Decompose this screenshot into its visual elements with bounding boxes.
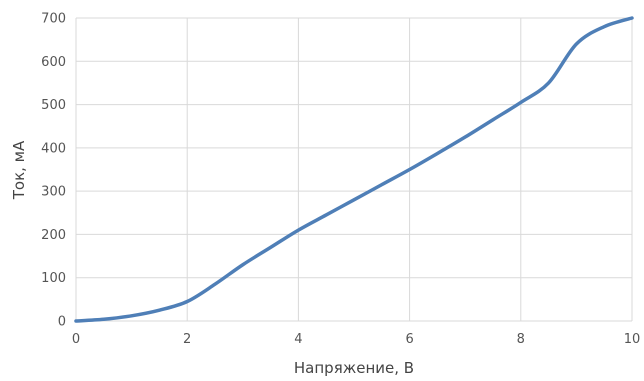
x-tick-label-8: 8 — [517, 332, 525, 347]
x-axis-title: Напряжение, В — [294, 359, 414, 377]
chart-grid — [76, 17, 633, 321]
y-tick-label-300: 300 — [41, 185, 66, 200]
y-tick-label-400: 400 — [41, 141, 66, 156]
x-tick-label-10: 10 — [624, 332, 641, 347]
chart-axes — [75, 18, 632, 322]
x-tick-label-0: 0 — [72, 332, 80, 347]
y-tick-label-100: 100 — [41, 271, 66, 286]
y-tick-label-0: 0 — [58, 315, 66, 330]
x-axis-ticks: 0 2 4 6 8 10 — [72, 332, 640, 347]
y-axis-ticks: 0 100 200 300 400 500 600 700 — [41, 12, 66, 330]
chart-series — [74, 16, 634, 323]
y-tick-label-700: 700 — [41, 12, 66, 27]
x-tick-label-4: 4 — [294, 332, 302, 347]
y-tick-label-200: 200 — [41, 228, 66, 243]
series-line-0 — [74, 16, 634, 323]
x-tick-label-6: 6 — [405, 332, 413, 347]
y-tick-label-600: 600 — [41, 55, 66, 70]
x-tick-label-2: 2 — [183, 332, 191, 347]
y-tick-label-500: 500 — [41, 98, 66, 113]
y-axis-title: Ток, мА — [10, 140, 28, 200]
